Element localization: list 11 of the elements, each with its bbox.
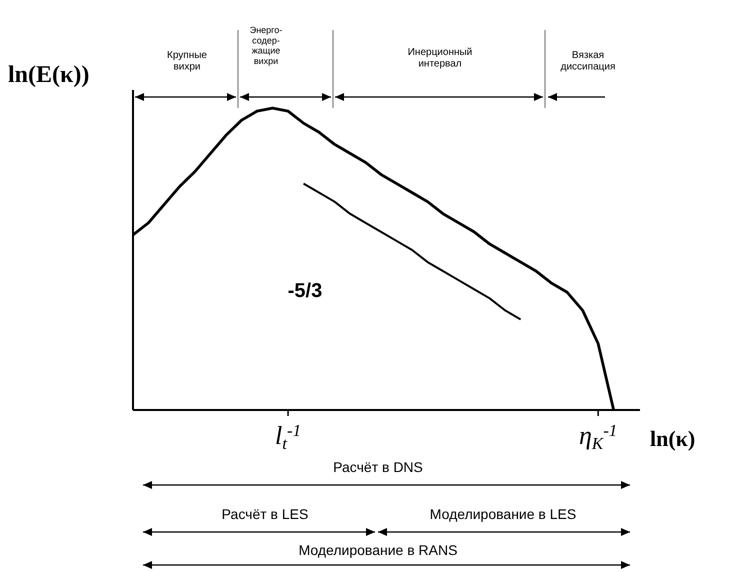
text: Инерционный интервал xyxy=(408,47,472,70)
text: Моделирование в RANS xyxy=(298,542,458,558)
text: Моделирование в LES xyxy=(430,506,576,522)
text: Расчёт в LES xyxy=(222,506,308,522)
annotation: -5/3 xyxy=(288,280,322,302)
text: Энерго- содер- жащие вихри xyxy=(250,25,282,66)
y-axis-title: ln(E(κ)) xyxy=(8,62,90,88)
text: Расчёт в DNS xyxy=(333,459,423,475)
text: Крупные вихри xyxy=(167,50,208,72)
text: Вязкая диссипация xyxy=(560,50,616,72)
x-axis-title: ln(κ) xyxy=(650,426,696,451)
